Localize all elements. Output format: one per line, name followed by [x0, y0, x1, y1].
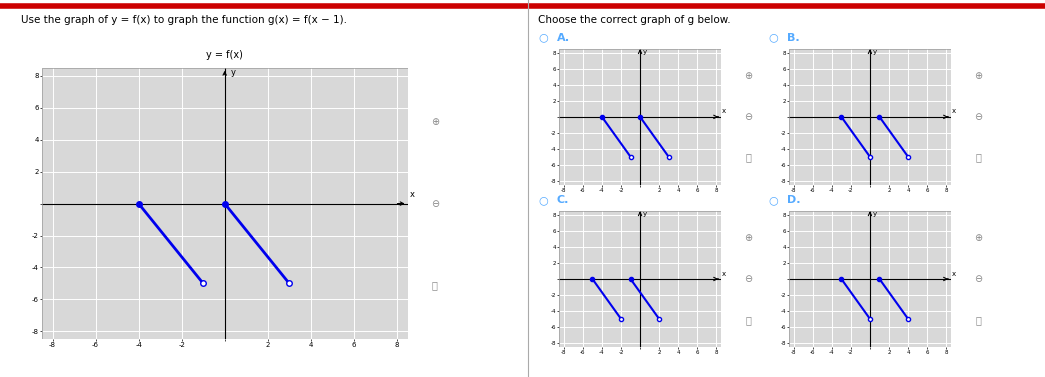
Text: ⊖: ⊖	[974, 112, 982, 122]
Text: ⧉: ⧉	[975, 315, 981, 325]
Text: D.: D.	[787, 195, 800, 205]
Text: x: x	[722, 109, 726, 115]
Text: ⊕: ⊕	[744, 233, 752, 243]
Text: ⊕: ⊕	[744, 71, 752, 81]
Text: C.: C.	[557, 195, 570, 205]
Text: A.: A.	[557, 33, 571, 43]
Text: y = f(x): y = f(x)	[206, 50, 243, 60]
Text: y: y	[873, 211, 877, 217]
Text: ⊖: ⊖	[744, 274, 752, 284]
Text: ⧉: ⧉	[432, 280, 438, 290]
Text: y: y	[643, 211, 647, 217]
Text: B.: B.	[787, 33, 799, 43]
Text: ○: ○	[768, 33, 777, 43]
Text: ○: ○	[538, 195, 548, 205]
Text: Use the graph of y = f(x) to graph the function g(x) = f(x − 1).: Use the graph of y = f(x) to graph the f…	[21, 15, 347, 25]
Text: ⊕: ⊕	[431, 117, 439, 127]
Text: y: y	[873, 49, 877, 55]
Text: ○: ○	[768, 195, 777, 205]
Text: ⊖: ⊖	[431, 199, 439, 208]
Text: x: x	[722, 271, 726, 277]
Text: y: y	[231, 68, 236, 77]
Text: ○: ○	[538, 33, 548, 43]
Text: ⊕: ⊕	[974, 233, 982, 243]
Text: ⊖: ⊖	[744, 112, 752, 122]
Text: y: y	[643, 49, 647, 55]
Text: ⊕: ⊕	[974, 71, 982, 81]
Text: ⧉: ⧉	[975, 153, 981, 162]
Text: ⧉: ⧉	[745, 153, 751, 162]
Text: x: x	[952, 109, 956, 115]
Text: ⊖: ⊖	[974, 274, 982, 284]
Text: x: x	[952, 271, 956, 277]
Text: x: x	[410, 190, 415, 199]
Text: Choose the correct graph of g below.: Choose the correct graph of g below.	[538, 15, 730, 25]
Text: ⧉: ⧉	[745, 315, 751, 325]
